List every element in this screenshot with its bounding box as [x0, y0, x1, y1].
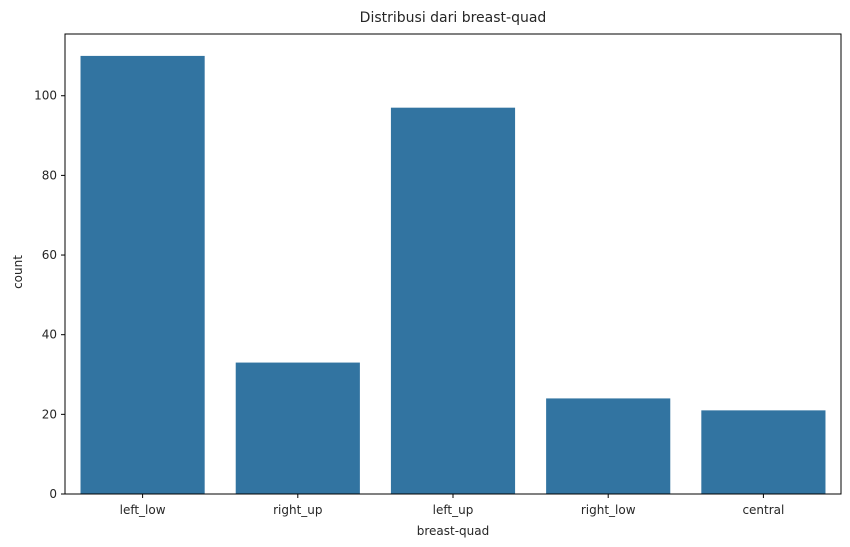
bar-right_low: [546, 398, 671, 494]
y-tick-label: 0: [49, 487, 57, 501]
x-tick-label: central: [742, 503, 784, 517]
chart-title: Distribusi dari breast-quad: [360, 10, 547, 26]
bars-group: [80, 55, 826, 495]
y-tick-label: 60: [42, 248, 57, 262]
y-tick-label: 40: [42, 328, 57, 342]
x-axis-ticks: left_low right_up left_up right_low central: [120, 494, 784, 517]
x-tick-label: right_low: [581, 503, 636, 517]
x-tick-label: left_low: [120, 503, 166, 517]
plot-frame: [64, 33, 842, 495]
y-tick-label: 20: [42, 407, 57, 421]
x-axis-label: breast-quad: [417, 524, 490, 538]
y-axis-ticks: 0 20 40 60 80 100: [34, 89, 65, 501]
bar-right_up: [235, 362, 360, 494]
y-tick-label: 100: [34, 89, 57, 103]
y-tick-label: 80: [42, 168, 57, 182]
x-tick-label: left_up: [433, 503, 474, 517]
bar-left_low: [80, 55, 205, 495]
bar-central: [701, 410, 826, 494]
bar-left_up: [390, 107, 516, 494]
x-tick-label: right_up: [273, 503, 322, 517]
y-axis-label: count: [11, 255, 25, 289]
